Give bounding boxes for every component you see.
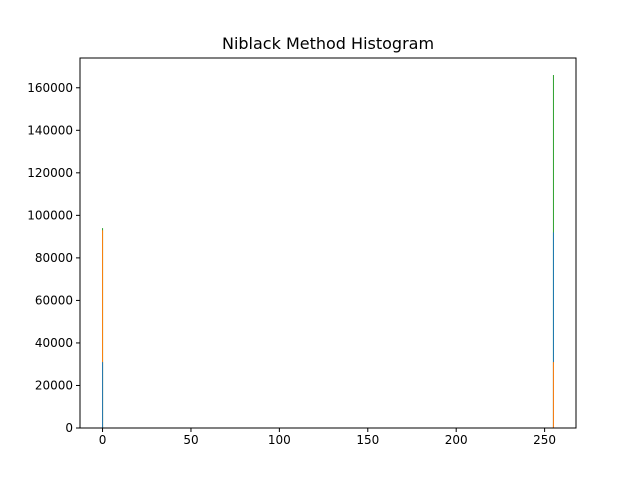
x-tick-label: 150 — [356, 433, 379, 447]
y-tick-label: 100000 — [27, 208, 73, 222]
y-tick-label: 0 — [65, 421, 73, 435]
histogram-bar-s0-0 — [102, 362, 104, 428]
x-tick-label: 100 — [268, 433, 291, 447]
y-tick-label: 80000 — [35, 251, 73, 265]
x-tick-label: 250 — [533, 433, 556, 447]
chart-title: Niblack Method Histogram — [222, 34, 434, 53]
histogram-bar-s0-1 — [552, 232, 554, 428]
x-tick-label: 0 — [99, 433, 107, 447]
bars-layer — [102, 75, 554, 428]
x-tick-label: 50 — [183, 433, 198, 447]
y-tick-label: 60000 — [35, 293, 73, 307]
y-axis: 0 20000 40000 60000 80000 100000 120000 140000 1… — [27, 81, 80, 435]
y-tick-label: 20000 — [35, 378, 73, 392]
plot-frame — [79, 57, 577, 429]
y-tick-label: 140000 — [27, 123, 73, 137]
y-tick-label: 120000 — [27, 166, 73, 180]
x-tick-label: 200 — [445, 433, 468, 447]
y-tick-label: 160000 — [27, 81, 73, 95]
histogram-bar-s1-0 — [102, 230, 104, 428]
x-axis: 0 50 100 150 200 250 — [99, 428, 556, 447]
y-tick-label: 40000 — [35, 336, 73, 350]
histogram-bar-s1-1 — [552, 362, 554, 428]
